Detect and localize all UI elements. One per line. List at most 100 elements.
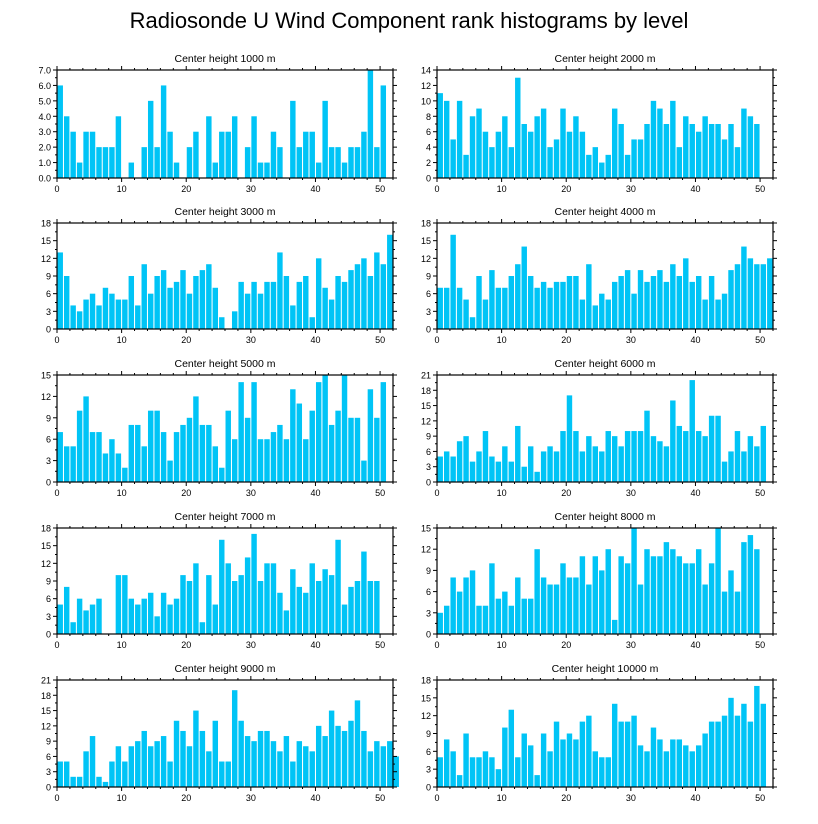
bar xyxy=(605,757,611,787)
bar xyxy=(650,556,657,634)
bar xyxy=(102,781,109,787)
x-tick-label: 10 xyxy=(497,488,507,498)
bar xyxy=(76,776,83,787)
x-tick-label: 40 xyxy=(310,793,320,803)
bar xyxy=(328,424,335,482)
bar xyxy=(264,162,270,178)
bar xyxy=(689,281,695,329)
y-tick-label: 18 xyxy=(421,219,431,229)
bar xyxy=(566,276,573,329)
bar xyxy=(631,139,637,178)
y-tick-label: 15 xyxy=(421,524,431,534)
bar xyxy=(180,424,186,482)
bar xyxy=(206,751,212,787)
x-tick-label: 10 xyxy=(117,335,127,345)
bar xyxy=(264,281,270,329)
x-tick-label: 10 xyxy=(497,640,507,650)
bar xyxy=(374,417,380,482)
bar xyxy=(193,710,199,787)
x-tick-label: 50 xyxy=(755,488,765,498)
bar xyxy=(199,424,206,482)
bar xyxy=(354,700,361,787)
chart-title: Center height 8000 m xyxy=(555,511,656,523)
chart-title: Center height 5000 m xyxy=(175,358,276,370)
bar xyxy=(309,751,315,787)
y-tick-label: 3 xyxy=(46,456,51,466)
y-tick-label: 6 xyxy=(426,289,431,299)
bar xyxy=(193,131,199,178)
bar xyxy=(676,556,683,634)
bar xyxy=(374,741,380,787)
y-tick-label: 6 xyxy=(46,435,51,445)
bar xyxy=(141,730,147,787)
x-tick-label: 10 xyxy=(497,793,507,803)
bar xyxy=(734,715,741,787)
x-tick-label: 50 xyxy=(375,793,385,803)
bar xyxy=(374,252,380,329)
chart-title: Center height 4000 m xyxy=(555,206,656,218)
chart-panel-4: Center height 4000 m 0 3 6 9 12 15 18 0 10 20 30 40 5… xyxy=(421,206,777,345)
bar xyxy=(683,258,689,329)
y-tick-label: 0 xyxy=(426,478,431,488)
bar xyxy=(380,746,387,787)
bar xyxy=(141,264,147,329)
x-tick-label: 40 xyxy=(310,640,320,650)
bar xyxy=(341,375,348,482)
bar xyxy=(657,441,663,482)
y-tick-label: 12 xyxy=(421,254,431,264)
bar xyxy=(354,581,361,634)
bar xyxy=(96,305,102,329)
chart-panel-9: Center height 9000 m 0 3 6 9 12 15 18 21 0 10 20 30 4… xyxy=(41,663,399,803)
bar xyxy=(644,549,650,634)
bar xyxy=(354,147,361,178)
bar xyxy=(328,147,335,178)
bar xyxy=(553,281,560,329)
bar xyxy=(515,264,521,329)
y-tick-label: 15 xyxy=(421,693,431,703)
bar xyxy=(193,276,199,329)
x-tick-label: 0 xyxy=(54,184,59,194)
x-tick-label: 10 xyxy=(497,335,507,345)
bar xyxy=(296,741,303,787)
bar xyxy=(270,281,277,329)
bar xyxy=(456,591,463,634)
bar xyxy=(348,586,354,634)
bar xyxy=(456,775,463,787)
bar xyxy=(683,431,689,482)
bar xyxy=(579,556,586,634)
bar xyxy=(560,563,566,634)
bar xyxy=(186,417,193,482)
y-tick-label: 12 xyxy=(41,559,51,569)
bar xyxy=(212,720,219,787)
bar xyxy=(695,431,702,482)
bar xyxy=(728,570,734,634)
bar xyxy=(586,264,592,329)
bar xyxy=(135,604,141,634)
x-tick-label: 0 xyxy=(54,793,59,803)
x-tick-label: 50 xyxy=(375,184,385,194)
bar xyxy=(702,436,708,482)
bar xyxy=(683,563,689,634)
bar xyxy=(695,276,702,329)
x-tick-label: 40 xyxy=(690,793,700,803)
bar xyxy=(83,610,89,634)
bar xyxy=(463,436,469,482)
bar xyxy=(335,539,341,634)
bar xyxy=(231,311,238,329)
bar xyxy=(341,281,348,329)
x-tick-label: 0 xyxy=(54,488,59,498)
bar xyxy=(115,575,122,634)
bar xyxy=(754,549,760,634)
x-tick-label: 20 xyxy=(181,335,191,345)
bar xyxy=(631,293,637,329)
bar xyxy=(167,131,173,178)
bar xyxy=(361,258,367,329)
bar xyxy=(199,270,206,329)
bar xyxy=(611,108,618,178)
bar xyxy=(354,417,361,482)
bar xyxy=(296,147,303,178)
y-tick-label: 9 xyxy=(426,432,431,442)
bar xyxy=(482,299,489,329)
bar xyxy=(341,604,348,634)
bar xyxy=(482,431,489,482)
